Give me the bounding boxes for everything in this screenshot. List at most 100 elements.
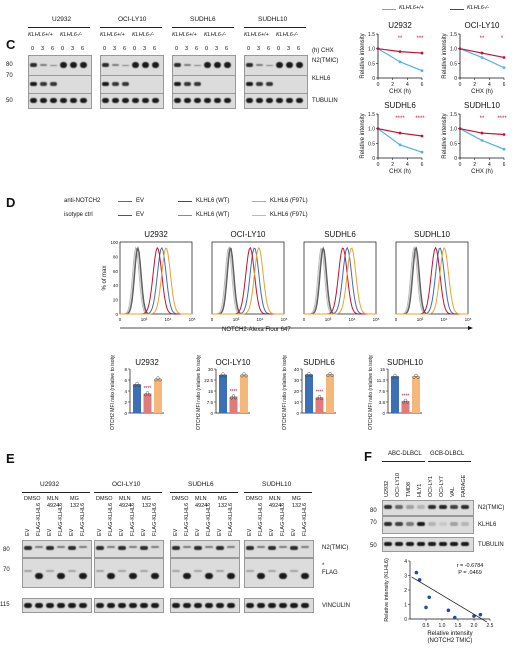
lane-label: TMD8 — [406, 482, 412, 497]
blot-band — [30, 63, 37, 67]
data-point — [480, 56, 484, 59]
blot-band — [246, 602, 254, 608]
y-tick-label: 60 — [113, 269, 119, 274]
blot-band — [50, 97, 57, 103]
blot-band — [118, 570, 126, 572]
data-point — [326, 374, 330, 378]
flow-histogram: U2932 100 80 60 40 20 0 % of max 0 10³ 10⁴ 10⁵ — [102, 230, 196, 322]
band-label-n2: N2(TMIC) — [478, 505, 505, 511]
bar-chart: OCI-LY10 0 7.5 15 22.5 30 NOTCH2 MFI ratio (re… — [196, 355, 251, 430]
blot-band — [24, 602, 32, 608]
blot-band — [450, 541, 458, 546]
blot-band — [256, 97, 263, 103]
time-label: 0 — [133, 46, 137, 52]
blot-band — [172, 546, 180, 550]
blot-band — [246, 570, 254, 572]
histogram-curve — [396, 246, 469, 315]
x-tick-label: 2.5 — [487, 623, 494, 629]
significance-label: **** — [230, 389, 238, 395]
blot-band — [384, 522, 392, 526]
line-chart: SUDHL10 0 0.5 1.0 1.5 0 2 4 6 CHX (h) Relative int… — [442, 101, 507, 174]
lane-label: FLAG-KLHL6 — [152, 502, 158, 536]
lane-label: FLAG-KLHL6 — [58, 502, 64, 536]
lane-label: EV — [119, 528, 125, 536]
histogram-curve — [396, 246, 468, 315]
blot-strip — [244, 75, 308, 94]
blot-band — [246, 546, 254, 550]
blot-band — [107, 546, 115, 548]
data-point — [223, 374, 227, 378]
blot-band — [290, 602, 298, 608]
blot-band — [266, 97, 273, 103]
y-tick-label: 1.0 — [368, 127, 375, 133]
blot-strip — [172, 75, 236, 94]
treatment-label: MG — [70, 496, 79, 502]
treatment-label: 4924 — [47, 503, 60, 509]
blot-strip — [382, 516, 474, 534]
bar — [219, 374, 227, 413]
data-point — [158, 378, 162, 382]
y-axis-label: NOTCH2 MFI ratio (relative to isotype) — [368, 355, 374, 430]
treatment-label: MG — [292, 496, 301, 502]
blot-band — [129, 602, 137, 608]
x-tick-label: 1.0 — [439, 623, 446, 629]
blot-band — [428, 522, 436, 526]
bar — [305, 374, 313, 413]
blot-band — [266, 81, 273, 86]
histogram-curve — [396, 247, 468, 315]
lane-label: EV — [25, 528, 31, 536]
data-point — [319, 397, 323, 401]
blot-band — [112, 81, 119, 86]
blot-band — [30, 81, 37, 86]
blot-band — [216, 546, 224, 550]
x-tick-label: 6 — [503, 82, 506, 88]
time-label: 3 — [143, 46, 147, 52]
blot-strip — [28, 75, 92, 94]
data-point — [502, 66, 506, 70]
treatment-label: MLN — [195, 496, 207, 502]
panel-letter-d: D — [6, 195, 16, 210]
divider — [22, 492, 90, 493]
time-label: 0 — [61, 46, 65, 52]
x-tick-label: 10⁵ — [189, 317, 196, 322]
data-point — [240, 374, 244, 378]
y-tick-label: 0 — [115, 312, 118, 317]
blot-band — [142, 62, 149, 68]
blot-band — [140, 546, 148, 550]
significance-label: **** — [316, 390, 324, 396]
chx-label: (h) CHX — [312, 48, 334, 54]
x-tick-label: 0 — [395, 317, 398, 322]
time-label: 6 — [153, 46, 157, 52]
blot-band — [290, 546, 298, 550]
bar — [240, 374, 248, 413]
bar-chart: SUDHL6 0 10 20 30 40 NOTCH2 MFI ratio (relativ… — [282, 355, 336, 430]
y-tick-label: 0 — [124, 411, 127, 416]
x-tick-label: 10⁴ — [441, 317, 448, 322]
time-label: 3 — [185, 46, 189, 52]
y-tick-label: 1.0 — [368, 47, 375, 53]
blot-strip — [170, 558, 240, 588]
data-point — [412, 375, 416, 379]
x-tick-label: 4 — [488, 162, 491, 168]
blot-c-title-sudhl6: SUDHL6 — [190, 16, 216, 23]
lane-label: FLAG-KLHL6 — [206, 502, 212, 536]
data-point — [420, 134, 424, 138]
blot-c-title-u2932: U2932 — [52, 16, 72, 23]
blot-band — [194, 570, 202, 572]
data-point — [417, 578, 422, 582]
data-point — [242, 372, 246, 376]
x-tick-label: 0 — [377, 162, 380, 168]
data-point — [480, 139, 484, 142]
blot-band — [224, 97, 231, 103]
y-tick-label: 100 — [110, 240, 118, 245]
blot-band — [60, 62, 67, 68]
blot-band — [40, 97, 47, 103]
blot-band — [184, 97, 191, 103]
panel-letter-c: C — [6, 37, 16, 52]
genotype-label: KLHL6-/- — [276, 32, 299, 38]
treatment-label: DMSO — [246, 496, 263, 502]
blot-band — [461, 522, 469, 526]
x-tick-label: 10⁵ — [281, 317, 288, 322]
time-label: 3 — [41, 46, 45, 52]
y-tick-label: 0 — [454, 156, 457, 162]
